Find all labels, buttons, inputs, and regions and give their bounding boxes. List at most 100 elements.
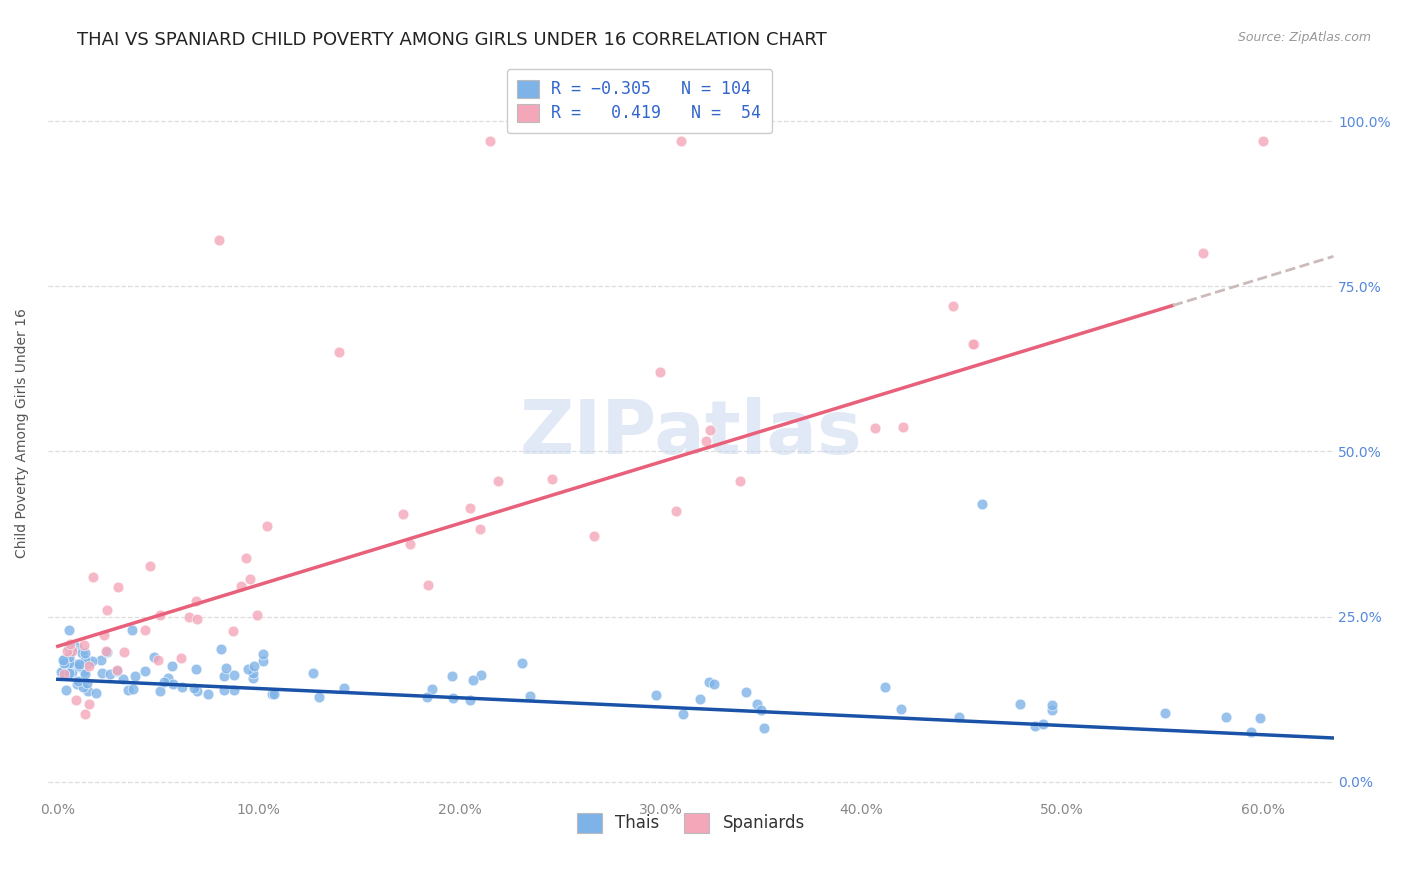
Point: [1249, 711, 1271, 725]
Point: [65, 693, 87, 707]
Point: [1010, 697, 1032, 711]
Point: [963, 336, 986, 351]
Point: [184, 662, 207, 676]
Point: [392, 507, 415, 521]
Point: [122, 682, 145, 697]
Point: [252, 647, 274, 661]
Point: [1040, 703, 1063, 717]
Point: [260, 687, 283, 701]
Point: [215, 661, 238, 675]
Point: [96, 645, 118, 659]
Point: [699, 423, 721, 437]
Point: [96, 603, 118, 617]
Point: [420, 682, 443, 697]
Text: THAI VS SPANIARD CHILD POVERTY AMONG GIRLS UNDER 16 CORRELATION CHART: THAI VS SPANIARD CHILD POVERTY AMONG GIR…: [77, 31, 827, 49]
Point: [214, 683, 236, 698]
Point: [689, 692, 711, 706]
Point: [134, 623, 156, 637]
Point: [53, 667, 76, 681]
Point: [53, 652, 76, 666]
Point: [70, 646, 93, 660]
Point: [184, 593, 207, 607]
Point: [58, 666, 80, 681]
Point: [672, 706, 695, 721]
Point: [58, 656, 80, 670]
Point: [863, 421, 886, 435]
Point: [77, 697, 100, 711]
Point: [583, 529, 606, 543]
Point: [458, 501, 481, 516]
Point: [66, 676, 89, 690]
Point: [77, 659, 100, 673]
Point: [745, 697, 768, 711]
Point: [749, 703, 772, 717]
Point: [138, 558, 160, 573]
Point: [730, 474, 752, 488]
Point: [1040, 698, 1063, 712]
Point: [186, 612, 208, 626]
Legend: Thais, Spaniards: Thais, Spaniards: [565, 801, 817, 845]
Point: [231, 579, 253, 593]
Point: [58, 656, 80, 670]
Point: [246, 608, 269, 623]
Point: [236, 662, 259, 676]
Point: [1215, 710, 1237, 724]
Point: [152, 674, 174, 689]
Point: [59, 647, 82, 661]
Point: [107, 580, 129, 594]
Point: [650, 365, 672, 379]
Point: [212, 668, 235, 682]
Point: [302, 666, 325, 681]
Point: [59, 637, 82, 651]
Point: [970, 497, 993, 511]
Point: [263, 687, 285, 701]
Point: [72, 680, 94, 694]
Point: [1024, 719, 1046, 733]
Text: ZIPatlas: ZIPatlas: [519, 397, 862, 470]
Point: [112, 672, 135, 686]
Point: [1240, 725, 1263, 739]
Point: [58, 649, 80, 664]
Point: [52, 663, 75, 677]
Y-axis label: Child Poverty Among Girls Under 16: Child Poverty Among Girls Under 16: [15, 309, 30, 558]
Point: [117, 682, 139, 697]
Point: [519, 689, 541, 703]
Point: [891, 420, 914, 434]
Point: [222, 683, 245, 698]
Point: [121, 624, 143, 638]
Point: [734, 685, 756, 699]
Point: [754, 721, 776, 735]
Point: [73, 666, 96, 681]
Point: [77, 684, 100, 698]
Point: [239, 572, 262, 586]
Point: [112, 645, 135, 659]
Point: [53, 656, 76, 670]
Point: [96, 643, 118, 657]
Point: [56, 644, 79, 658]
Point: [235, 550, 257, 565]
Point: [170, 651, 193, 665]
Point: [66, 657, 89, 671]
Point: [75, 652, 97, 666]
Point: [67, 658, 90, 673]
Point: [470, 523, 492, 537]
Point: [73, 638, 96, 652]
Point: [1032, 717, 1054, 731]
Point: [540, 472, 562, 486]
Point: [53, 656, 76, 670]
Point: [256, 519, 278, 533]
Point: [222, 624, 245, 639]
Point: [77, 657, 100, 671]
Point: [60, 644, 83, 658]
Point: [510, 657, 533, 671]
Point: [458, 693, 481, 707]
Point: [134, 664, 156, 678]
Point: [76, 676, 98, 690]
Point: [105, 664, 128, 678]
Point: [142, 649, 165, 664]
Point: [60, 642, 83, 657]
Point: [60, 656, 83, 670]
Point: [162, 658, 184, 673]
Point: [328, 345, 350, 359]
Point: [91, 665, 114, 680]
